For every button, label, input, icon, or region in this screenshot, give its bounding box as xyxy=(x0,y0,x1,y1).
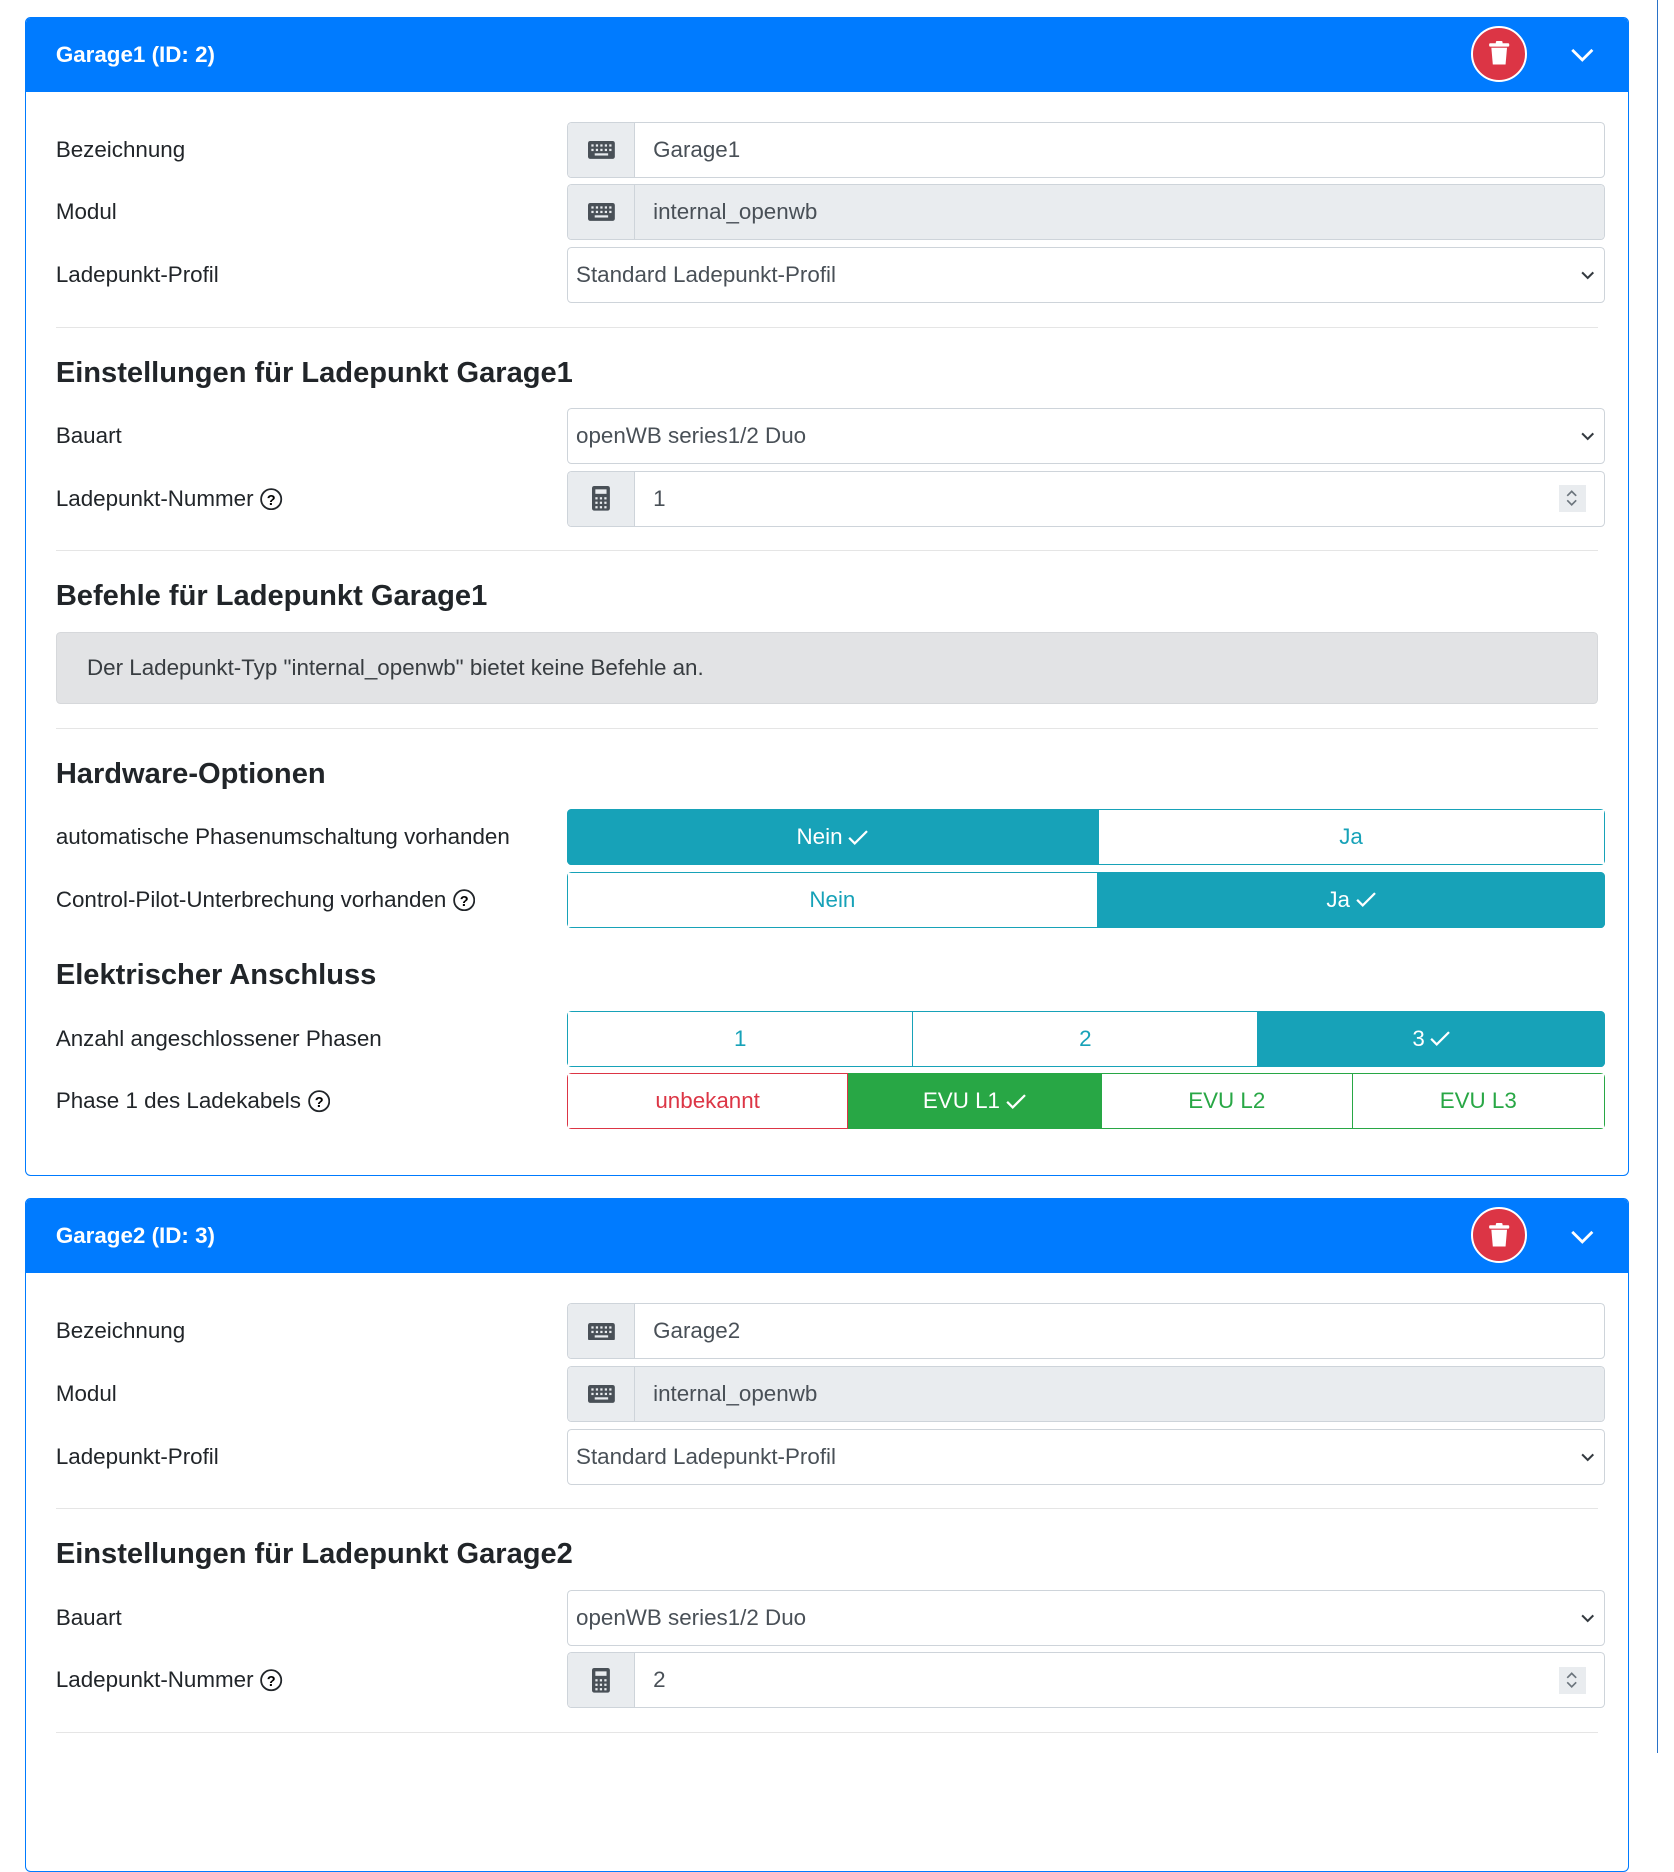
trash-icon xyxy=(1489,41,1510,65)
chevron-down-icon xyxy=(1581,1453,1595,1462)
card-header[interactable]: Garage1 (ID: 2) xyxy=(25,17,1629,92)
keyboard-icon xyxy=(587,1385,615,1404)
nummer-label: Ladepunkt-Nummer xyxy=(55,1667,254,1693)
profil-label: Ladepunkt-Profil xyxy=(55,1443,219,1469)
bauart-label: Bauart xyxy=(55,423,122,449)
commands-heading: Befehle für Ladepunkt Garage1 xyxy=(55,580,488,613)
delete-button[interactable] xyxy=(1471,25,1528,82)
check-icon xyxy=(1430,1031,1451,1046)
svg-text:?: ? xyxy=(314,1095,323,1111)
phase1-toggle: unbekannt EVU L1 EVU L2 EVU L3 xyxy=(567,1073,1605,1130)
phase1-unbekannt-button[interactable]: unbekannt xyxy=(567,1073,849,1130)
divider xyxy=(55,326,1598,328)
calculator-icon xyxy=(592,486,611,511)
number-spinner[interactable] xyxy=(1558,1666,1586,1694)
hardware-heading: Hardware-Optionen xyxy=(55,758,326,790)
electric-heading: Elektrischer Anschluss xyxy=(55,959,377,992)
keyboard-icon xyxy=(587,1322,615,1341)
calculator-icon xyxy=(592,1668,611,1693)
settings-heading: Einstellungen für Ladepunkt Garage1 xyxy=(55,356,573,389)
keyboard-icon xyxy=(587,203,615,222)
svg-text:?: ? xyxy=(460,894,469,910)
bezeichnung-input[interactable]: Garage1 xyxy=(567,121,1605,178)
svg-text:?: ? xyxy=(267,492,276,508)
help-icon[interactable]: ? xyxy=(307,1090,330,1113)
nummer-label: Ladepunkt-Nummer xyxy=(55,485,254,511)
help-icon[interactable]: ? xyxy=(453,889,476,912)
divider xyxy=(55,1731,1598,1733)
cp-ja-button[interactable]: Ja xyxy=(1097,872,1605,929)
settings-heading: Einstellungen für Ladepunkt Garage2 xyxy=(55,1538,573,1571)
card-title: Garage1 (ID: 2) xyxy=(55,41,215,67)
phase-switch-ja-button[interactable]: Ja xyxy=(1097,809,1605,866)
modul-label: Modul xyxy=(55,199,117,225)
help-icon[interactable]: ? xyxy=(260,1669,283,1692)
scroll-container-border xyxy=(1657,0,1659,1754)
phase-switch-nein-button[interactable]: Nein xyxy=(567,809,1098,866)
trash-icon xyxy=(1489,1222,1510,1247)
phases-toggle: 1 2 3 xyxy=(567,1010,1605,1067)
phases-1-button[interactable]: 1 xyxy=(567,1010,914,1067)
bauart-select[interactable]: openWB series1/2 Duo xyxy=(567,408,1605,465)
delete-button[interactable] xyxy=(1471,1207,1528,1264)
phases-label: Anzahl angeschlossener Phasen xyxy=(55,1025,382,1051)
profil-select[interactable]: Standard Ladepunkt-Profil xyxy=(567,247,1605,304)
phase1-l1-button[interactable]: EVU L1 xyxy=(848,1073,1101,1130)
divider xyxy=(55,1508,1598,1510)
cp-label: Control-Pilot-Unterbrechung vorhanden xyxy=(55,887,447,913)
phase-switch-label: automatische Phasenumschaltung vorhanden xyxy=(55,824,510,850)
chevron-down-icon xyxy=(1581,272,1595,280)
phase1-label: Phase 1 des Ladekabels xyxy=(55,1088,301,1114)
chargepoint-card-garage2: Garage2 (ID: 3) Bezeichnung Garage2 Modu… xyxy=(24,1198,1630,1872)
phases-3-button[interactable]: 3 xyxy=(1258,1010,1605,1067)
bauart-select[interactable]: openWB series1/2 Duo xyxy=(567,1589,1605,1646)
chevron-down-icon[interactable] xyxy=(1570,42,1595,67)
bezeichnung-label: Bezeichnung xyxy=(55,136,186,162)
bauart-label: Bauart xyxy=(55,1604,122,1630)
card-title: Garage2 (ID: 3) xyxy=(55,1223,215,1249)
divider xyxy=(55,550,1598,552)
bezeichnung-label: Bezeichnung xyxy=(55,1318,186,1344)
number-spinner[interactable] xyxy=(1558,485,1586,512)
nummer-input[interactable]: 2 xyxy=(567,1652,1605,1709)
cp-toggle: Nein Ja xyxy=(567,872,1605,929)
chevron-down-icon xyxy=(1581,1614,1595,1623)
svg-text:?: ? xyxy=(267,1674,276,1690)
check-icon xyxy=(1005,1093,1026,1109)
phases-2-button[interactable]: 2 xyxy=(913,1010,1259,1067)
chargepoint-card-garage1: Garage1 (ID: 2) Bezeichnung Garage1 Modu… xyxy=(24,16,1630,1176)
nummer-input[interactable]: 1 xyxy=(567,470,1605,527)
phase1-l3-button[interactable]: EVU L3 xyxy=(1353,1073,1605,1130)
keyboard-icon xyxy=(587,140,615,159)
profil-label: Ladepunkt-Profil xyxy=(55,262,219,288)
chevron-down-icon xyxy=(1581,432,1595,441)
modul-label: Modul xyxy=(55,1381,117,1407)
chevron-down-icon[interactable] xyxy=(1570,1224,1595,1249)
commands-alert: Der Ladepunkt-Typ "internal_openwb" biet… xyxy=(55,631,1598,705)
phase1-l2-button[interactable]: EVU L2 xyxy=(1100,1073,1354,1130)
divider xyxy=(55,727,1598,729)
modul-input: internal_openwb xyxy=(567,184,1605,241)
modul-input: internal_openwb xyxy=(567,1366,1605,1423)
check-icon xyxy=(848,829,868,845)
check-icon xyxy=(1355,892,1376,908)
card-header[interactable]: Garage2 (ID: 3) xyxy=(25,1199,1629,1274)
help-icon[interactable]: ? xyxy=(260,487,283,510)
profil-select[interactable]: Standard Ladepunkt-Profil xyxy=(567,1428,1605,1485)
bezeichnung-input[interactable]: Garage2 xyxy=(567,1303,1605,1360)
cp-nein-button[interactable]: Nein xyxy=(567,872,1098,929)
phase-switch-toggle: Nein Ja xyxy=(567,809,1605,866)
